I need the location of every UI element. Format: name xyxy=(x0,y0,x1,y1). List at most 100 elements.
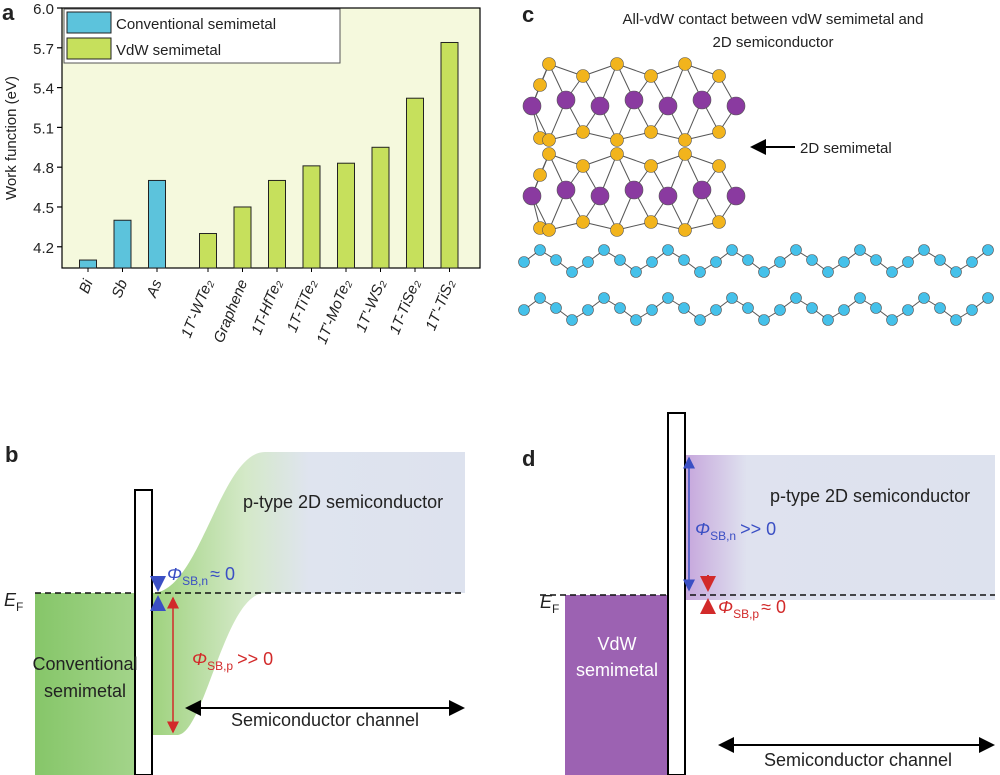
atom xyxy=(624,90,644,110)
semiconductor-band xyxy=(685,455,995,600)
fermi-label: EF xyxy=(4,590,23,614)
subscript: F xyxy=(552,602,559,616)
atom xyxy=(982,292,994,304)
bar xyxy=(302,165,321,269)
panel-title: 2D semiconductor xyxy=(713,34,834,51)
atom xyxy=(576,215,590,229)
atom xyxy=(886,266,898,278)
atom xyxy=(534,244,546,256)
atom xyxy=(522,186,542,206)
x-tick-label: Bi xyxy=(76,277,97,296)
x-tick-label: 1T'-WS₂ xyxy=(353,277,390,335)
atom xyxy=(566,314,578,326)
atom xyxy=(522,96,542,116)
y-axis-label: Work function (eV) xyxy=(3,76,20,200)
atom xyxy=(966,256,978,268)
legend-label: Conventional semimetal xyxy=(116,16,276,33)
atom xyxy=(790,244,802,256)
barrier-n-label: ΦSB,n >> 0 xyxy=(695,519,776,543)
atom xyxy=(518,304,530,316)
atom xyxy=(542,223,556,237)
atom xyxy=(726,292,738,304)
atom xyxy=(678,57,692,71)
atom xyxy=(886,314,898,326)
atom xyxy=(644,215,658,229)
subscript: SB,p xyxy=(733,607,759,621)
legend-swatch xyxy=(66,11,112,34)
atom xyxy=(542,133,556,147)
atom xyxy=(610,147,624,161)
atom xyxy=(662,244,674,256)
symbol: Φ xyxy=(192,649,207,669)
atom xyxy=(590,186,610,206)
atom xyxy=(678,147,692,161)
atom xyxy=(694,314,706,326)
atom xyxy=(533,78,547,92)
atom xyxy=(742,302,754,314)
panel-title: All-vdW contact between vdW semimetal an… xyxy=(623,11,924,28)
barrier-p-label: ΦSB,p ≈ 0 xyxy=(718,597,786,621)
bar xyxy=(440,41,459,269)
atom xyxy=(854,244,866,256)
atom xyxy=(790,292,802,304)
atom xyxy=(582,304,594,316)
panel-a: a Work function (eV) 4.2 4.5 4.8 5.1 5.4 5.7 6… xyxy=(2,0,481,347)
barrier xyxy=(667,412,686,775)
atom xyxy=(758,314,770,326)
atom xyxy=(630,314,642,326)
legend-swatch xyxy=(66,37,112,60)
atom xyxy=(678,254,690,266)
y-tick-label: 5.1 xyxy=(33,120,54,137)
atom xyxy=(610,57,624,71)
x-tick-label: 1T-TiTe₂ xyxy=(284,277,321,335)
barrier-n-label: ΦSB,n ≈ 0 xyxy=(167,564,235,588)
symbol: E xyxy=(4,590,17,610)
atom xyxy=(710,256,722,268)
atom xyxy=(692,180,712,200)
atom xyxy=(630,266,642,278)
atom xyxy=(576,69,590,83)
bar xyxy=(148,179,166,269)
atom xyxy=(624,180,644,200)
symbol: Φ xyxy=(718,597,733,617)
panel-d: d EF VdW semimetal p-type 2D semiconduct… xyxy=(522,412,995,775)
atom xyxy=(576,125,590,139)
x-tick-label: As xyxy=(143,277,166,301)
subscript: F xyxy=(16,600,23,614)
metal-block xyxy=(565,595,668,775)
atom xyxy=(774,256,786,268)
metal-label: Conventional xyxy=(32,654,137,674)
semimetal-label: 2D semimetal xyxy=(800,140,892,157)
x-tick-label: 1T'-TiS₂ xyxy=(422,277,458,333)
atom xyxy=(870,302,882,314)
atom xyxy=(518,256,530,268)
atom xyxy=(542,57,556,71)
bar xyxy=(371,146,390,269)
atom xyxy=(710,304,722,316)
atom xyxy=(854,292,866,304)
atom xyxy=(658,186,678,206)
atom xyxy=(822,266,834,278)
semiconductor-label: p-type 2D semiconductor xyxy=(243,492,443,512)
x-tick-label: Graphene xyxy=(210,277,251,345)
atom xyxy=(662,292,674,304)
atom xyxy=(550,302,562,314)
atom xyxy=(758,266,770,278)
atom xyxy=(934,302,946,314)
atom xyxy=(742,254,754,266)
symbol: Φ xyxy=(695,519,710,539)
atom xyxy=(726,186,746,206)
relation: >> 0 xyxy=(237,649,273,669)
x-tick-label: Sb xyxy=(109,277,132,300)
atom xyxy=(646,304,658,316)
atom xyxy=(658,96,678,116)
panel-label: a xyxy=(2,0,15,25)
panel-c: c All-vdW contact between vdW semimetal … xyxy=(518,2,994,326)
metal-label: VdW xyxy=(597,634,636,654)
atom xyxy=(712,69,726,83)
bar xyxy=(199,233,217,269)
symbol: E xyxy=(540,592,553,612)
atom xyxy=(576,159,590,173)
atom xyxy=(610,223,624,237)
bar xyxy=(268,179,286,269)
